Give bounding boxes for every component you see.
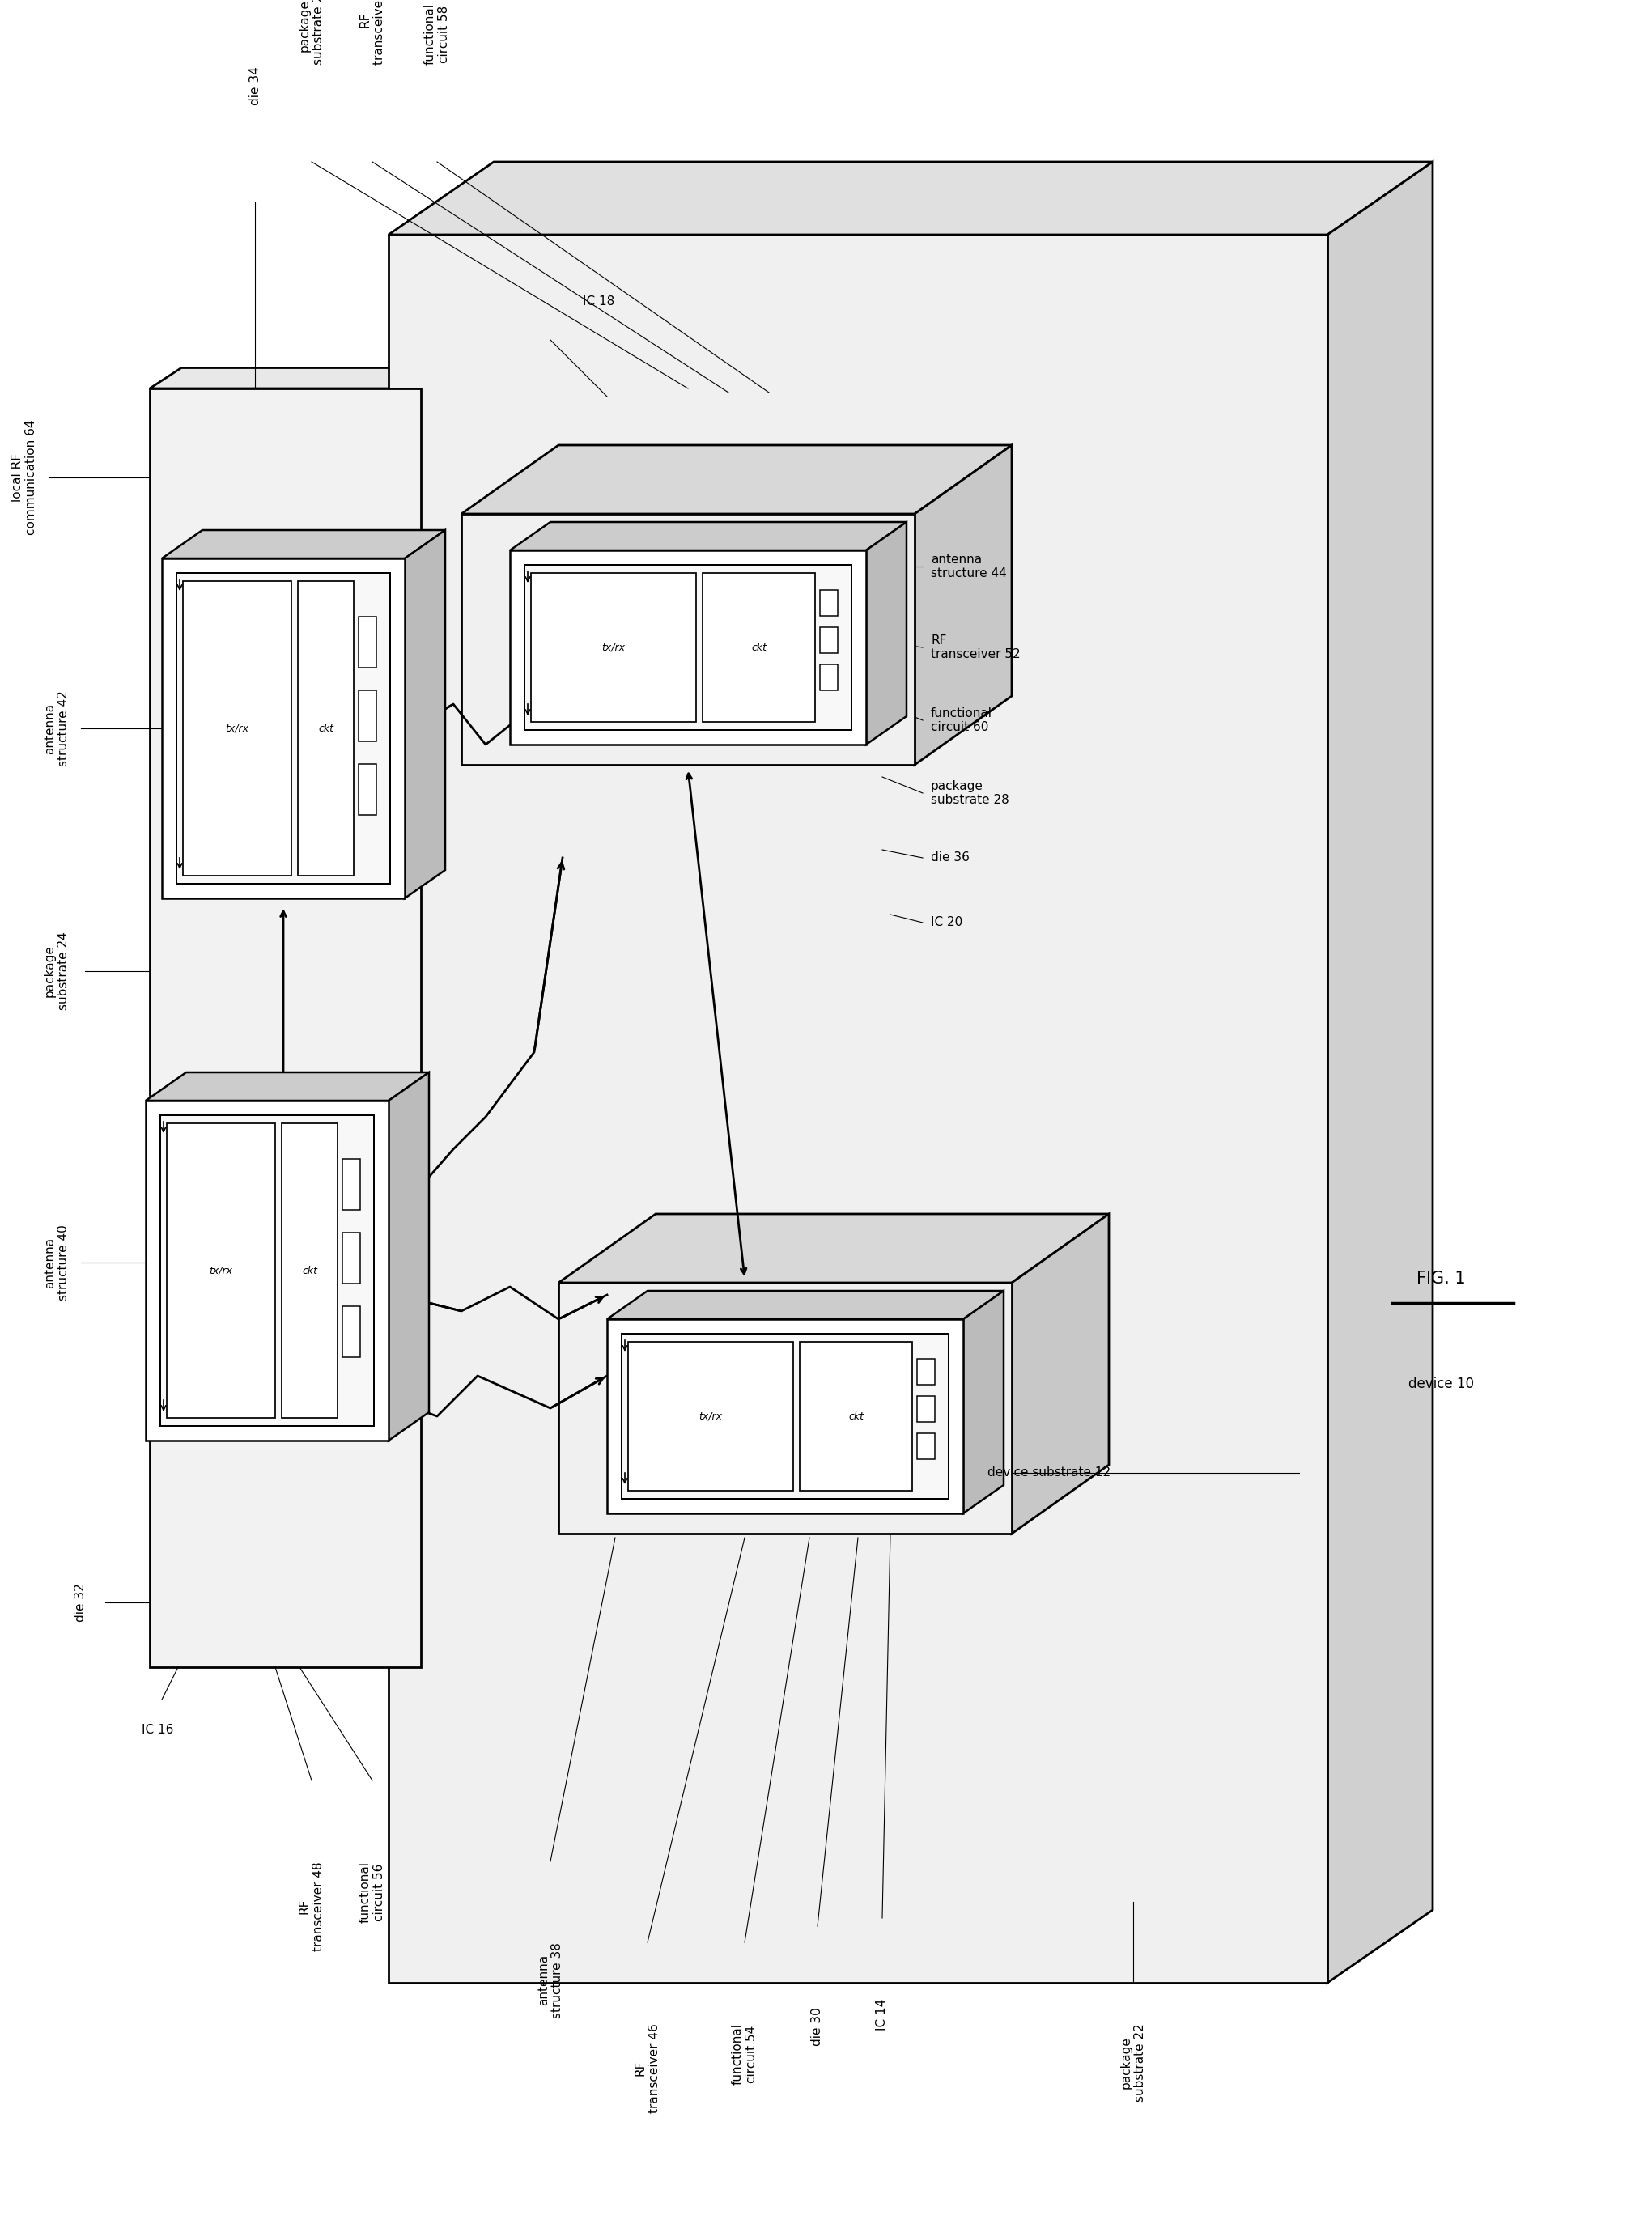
Polygon shape (388, 163, 1432, 234)
Polygon shape (183, 582, 291, 876)
Text: antenna
structure 44: antenna structure 44 (930, 553, 1006, 579)
Polygon shape (150, 388, 421, 1667)
Text: device substrate 12: device substrate 12 (988, 1466, 1110, 1479)
Polygon shape (866, 521, 907, 744)
Text: functional
circuit 58: functional circuit 58 (425, 2, 451, 65)
Polygon shape (461, 446, 1011, 515)
Polygon shape (405, 530, 444, 898)
Polygon shape (606, 1319, 963, 1513)
Polygon shape (628, 1341, 793, 1491)
Polygon shape (342, 1159, 360, 1210)
Text: RF
transceiver 52: RF transceiver 52 (930, 635, 1021, 659)
Text: die 30: die 30 (811, 2007, 824, 2045)
Polygon shape (800, 1341, 912, 1491)
Polygon shape (558, 1214, 1108, 1283)
Text: antenna
structure 40: antenna structure 40 (43, 1225, 69, 1301)
Polygon shape (282, 1123, 337, 1417)
Text: antenna
structure 42: antenna structure 42 (43, 691, 69, 766)
Text: RF
transceiver 46: RF transceiver 46 (634, 2023, 661, 2112)
Polygon shape (621, 1335, 948, 1499)
Polygon shape (177, 573, 390, 885)
Polygon shape (461, 515, 915, 764)
Text: device 10: device 10 (1408, 1377, 1474, 1390)
Text: functional
circuit 56: functional circuit 56 (358, 1860, 385, 1923)
Polygon shape (963, 1290, 1004, 1513)
Text: IC 14: IC 14 (876, 1999, 889, 2030)
Text: local RF
communication 64: local RF communication 64 (12, 419, 38, 535)
Polygon shape (1328, 163, 1432, 1983)
Polygon shape (1011, 1214, 1108, 1533)
Polygon shape (388, 234, 1328, 1983)
Polygon shape (917, 1433, 935, 1459)
Polygon shape (388, 1072, 430, 1442)
Text: antenna
structure 38: antenna structure 38 (537, 1943, 563, 2019)
Polygon shape (162, 530, 444, 559)
Text: functional
circuit 60: functional circuit 60 (930, 706, 993, 733)
Polygon shape (160, 1116, 373, 1426)
Text: ckt: ckt (302, 1266, 317, 1277)
Text: die 32: die 32 (74, 1584, 88, 1622)
Polygon shape (342, 1306, 360, 1357)
Text: IC 16: IC 16 (142, 1724, 173, 1736)
Text: IC 20: IC 20 (930, 916, 963, 929)
Text: die 36: die 36 (930, 851, 970, 864)
Polygon shape (524, 566, 851, 731)
Polygon shape (530, 573, 695, 722)
Text: package
substrate 26: package substrate 26 (299, 0, 325, 65)
Text: RF
transceiver 48: RF transceiver 48 (299, 1860, 325, 1952)
Text: functional
circuit 54: functional circuit 54 (732, 2023, 758, 2085)
Text: package
substrate 22: package substrate 22 (1120, 2023, 1146, 2101)
Polygon shape (917, 1359, 935, 1386)
Polygon shape (358, 617, 377, 668)
Text: ckt: ckt (752, 642, 767, 653)
Text: ckt: ckt (319, 724, 334, 733)
Polygon shape (162, 559, 405, 898)
Polygon shape (558, 1283, 1011, 1533)
Polygon shape (145, 1101, 388, 1442)
Polygon shape (819, 664, 838, 691)
Text: tx/rx: tx/rx (225, 724, 249, 733)
Polygon shape (510, 550, 866, 744)
Polygon shape (145, 1072, 430, 1101)
Text: FIG. 1: FIG. 1 (1416, 1270, 1465, 1288)
Polygon shape (358, 691, 377, 742)
Polygon shape (819, 590, 838, 615)
Polygon shape (915, 446, 1011, 764)
Polygon shape (167, 1123, 276, 1417)
Text: ckt: ckt (847, 1410, 864, 1421)
Polygon shape (297, 582, 354, 876)
Polygon shape (819, 628, 838, 653)
Polygon shape (917, 1397, 935, 1421)
Text: tx/rx: tx/rx (699, 1410, 722, 1421)
Polygon shape (150, 368, 453, 388)
Polygon shape (342, 1232, 360, 1283)
Text: RF
transceiver 50: RF transceiver 50 (358, 0, 385, 65)
Polygon shape (358, 764, 377, 815)
Text: package
substrate 24: package substrate 24 (43, 931, 69, 1009)
Text: package
substrate 28: package substrate 28 (930, 780, 1009, 807)
Text: IC 18: IC 18 (583, 296, 615, 307)
Text: tx/rx: tx/rx (601, 642, 624, 653)
Polygon shape (510, 521, 907, 550)
Polygon shape (702, 573, 814, 722)
Text: die 34: die 34 (249, 67, 261, 105)
Polygon shape (606, 1290, 1004, 1319)
Polygon shape (421, 368, 453, 1667)
Text: tx/rx: tx/rx (210, 1266, 233, 1277)
